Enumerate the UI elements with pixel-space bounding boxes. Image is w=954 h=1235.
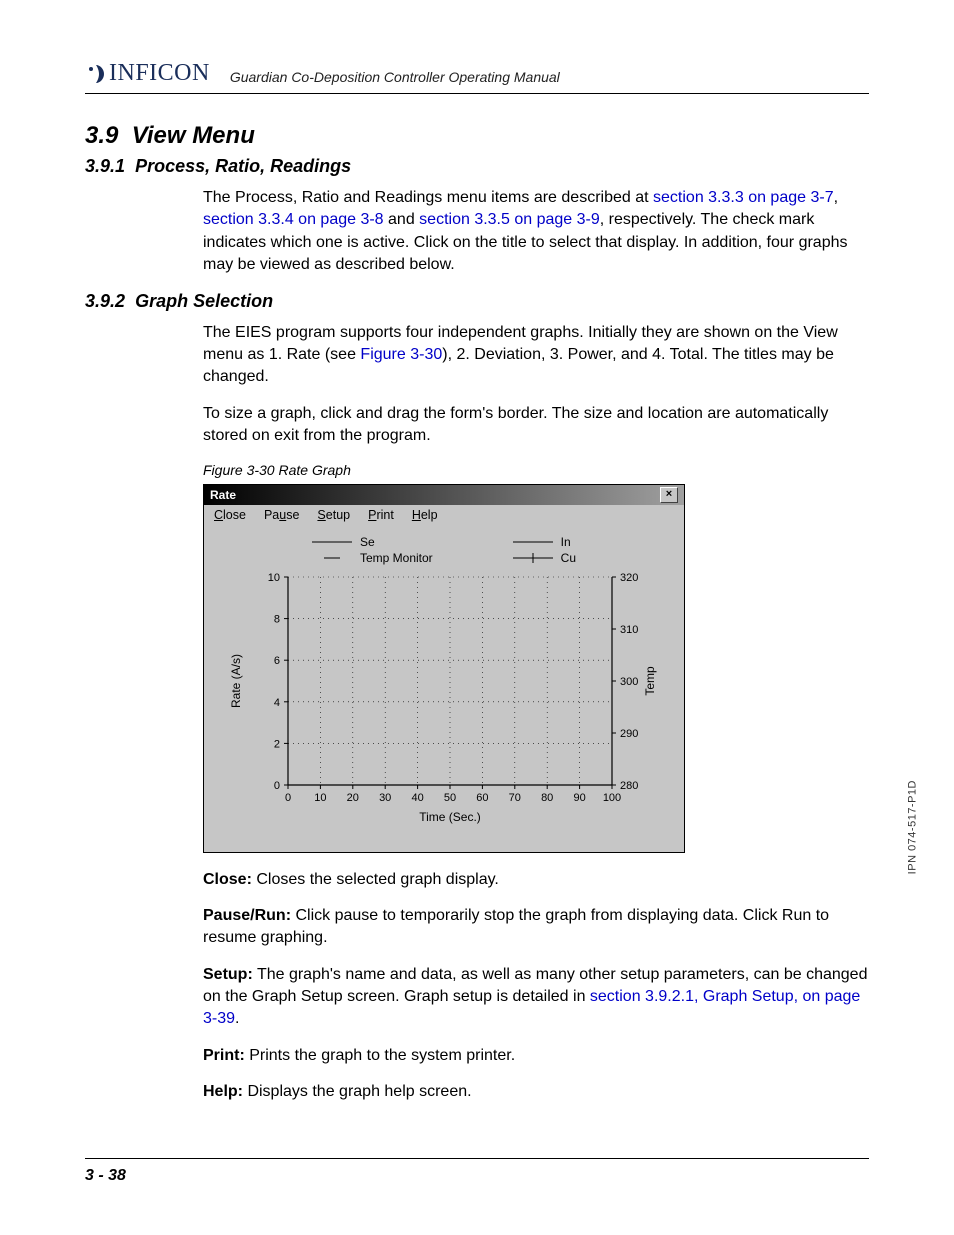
- svg-text:Rate (A/s): Rate (A/s): [229, 654, 243, 708]
- svg-text:60: 60: [476, 792, 488, 804]
- svg-text:100: 100: [603, 792, 621, 804]
- menu-item-pause[interactable]: Pause: [264, 508, 299, 522]
- close-icon[interactable]: ×: [660, 487, 678, 503]
- svg-text:70: 70: [509, 792, 521, 804]
- page: INFICON Guardian Co-Deposition Controlle…: [0, 0, 954, 1235]
- section-391-body: The Process, Ratio and Readings menu ite…: [203, 187, 869, 277]
- chart-area: Se Temp Monitor In Cu: [204, 525, 684, 852]
- legend-item: Se: [312, 535, 433, 549]
- svg-text:310: 310: [620, 624, 638, 636]
- chart-legend: Se Temp Monitor In Cu: [222, 535, 666, 565]
- brand-text: INFICON: [109, 60, 210, 87]
- svg-text:8: 8: [274, 613, 280, 625]
- svg-text:300: 300: [620, 676, 638, 688]
- page-header: INFICON Guardian Co-Deposition Controlle…: [85, 60, 869, 94]
- page-number: 3 - 38: [85, 1167, 126, 1184]
- menu-item-close[interactable]: Close: [214, 508, 246, 522]
- window-menubar: Close Pause Setup Print Help: [204, 505, 684, 525]
- menu-item-print[interactable]: Print: [368, 508, 394, 522]
- dl-pause-term: Pause/Run:: [203, 907, 291, 924]
- svg-text:90: 90: [573, 792, 585, 804]
- svg-text:40: 40: [411, 792, 423, 804]
- svg-text:10: 10: [268, 572, 280, 584]
- brand-logo: INFICON: [85, 60, 210, 87]
- svg-text:290: 290: [620, 728, 638, 740]
- svg-text:0: 0: [285, 792, 291, 804]
- svg-text:320: 320: [620, 572, 638, 584]
- figure-caption: Figure 3-30 Rate Graph: [203, 462, 869, 478]
- legend-item: Cu: [513, 551, 576, 565]
- svg-text:50: 50: [444, 792, 456, 804]
- section-heading-39: 3.9 View Menu: [85, 122, 869, 150]
- svg-text:30: 30: [379, 792, 391, 804]
- svg-text:4: 4: [274, 696, 280, 708]
- svg-text:6: 6: [274, 655, 280, 667]
- rate-graph-window: Rate × Close Pause Setup Print Help Se Temp …: [203, 484, 685, 853]
- window-titlebar: Rate ×: [204, 485, 684, 505]
- dl-close-term: Close:: [203, 871, 252, 888]
- window-title-text: Rate: [210, 488, 236, 502]
- legend-item: Temp Monitor: [312, 551, 433, 565]
- doc-title: Guardian Co-Deposition Controller Operat…: [230, 69, 560, 87]
- svg-text:10: 10: [314, 792, 326, 804]
- section-heading-392: 3.9.2 Graph Selection: [85, 291, 869, 312]
- side-ipn-label: IPN 074-517-P1D: [906, 780, 918, 874]
- section-392-body: The EIES program supports four independe…: [203, 322, 869, 448]
- section-heading-391: 3.9.1 Process, Ratio, Readings: [85, 156, 869, 177]
- rate-chart: 0 10 20 30 40 50 60 70 80 90 100 0 2 4 6 8 10 280 290 300 31…: [222, 567, 666, 827]
- definition-list: Close: Closes the selected graph display…: [203, 869, 869, 1104]
- link-sec-335[interactable]: section 3.3.5 on page 3-9: [419, 211, 600, 228]
- svg-text:20: 20: [347, 792, 359, 804]
- svg-text:0: 0: [274, 780, 280, 792]
- dl-help-term: Help:: [203, 1083, 243, 1100]
- link-fig-330[interactable]: Figure 3-30: [360, 346, 442, 363]
- svg-text:Temp: Temp: [643, 666, 657, 696]
- svg-text:2: 2: [274, 738, 280, 750]
- link-sec-333[interactable]: section 3.3.3 on page 3-7: [653, 189, 834, 206]
- brand-icon: [85, 63, 107, 85]
- menu-item-setup[interactable]: Setup: [317, 508, 350, 522]
- svg-text:280: 280: [620, 780, 638, 792]
- dl-setup-term: Setup:: [203, 966, 253, 983]
- link-sec-334[interactable]: section 3.3.4 on page 3-8: [203, 211, 384, 228]
- page-footer: 3 - 38: [85, 1158, 869, 1185]
- dl-print-term: Print:: [203, 1047, 245, 1064]
- svg-text:Time (Sec.): Time (Sec.): [419, 810, 481, 824]
- menu-item-help[interactable]: Help: [412, 508, 438, 522]
- svg-text:80: 80: [541, 792, 553, 804]
- legend-item: In: [513, 535, 576, 549]
